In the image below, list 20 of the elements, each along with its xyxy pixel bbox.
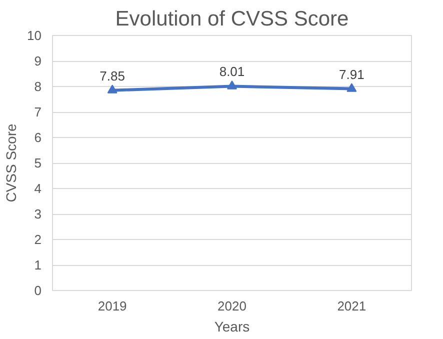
y-tick-label: 2 xyxy=(34,232,42,247)
x-tick-label: 2021 xyxy=(337,298,366,314)
y-tick-label: 10 xyxy=(27,28,42,43)
y-tick-label: 1 xyxy=(34,258,42,272)
y-tick-label: 0 xyxy=(34,283,42,298)
y-tick-label: 5 xyxy=(34,156,42,170)
data-label: 8.01 xyxy=(219,64,245,80)
x-axis-title: Years xyxy=(214,318,250,334)
chart-title: Evolution of CVSS Score xyxy=(115,8,349,30)
y-tick-label: 8 xyxy=(34,79,42,94)
y-tick-label: 4 xyxy=(34,181,42,196)
data-label: 7.91 xyxy=(339,66,364,82)
y-tick-label: 3 xyxy=(34,206,42,222)
x-tick-label: 2019 xyxy=(98,298,127,314)
y-tick-label: 9 xyxy=(34,54,42,68)
x-tick-label: 2020 xyxy=(218,298,246,314)
data-label: 7.85 xyxy=(100,68,125,84)
y-tick-label: 6 xyxy=(34,130,42,145)
y-tick-label: 7 xyxy=(34,104,42,120)
y-axis-title: CVSS Score xyxy=(3,123,20,202)
